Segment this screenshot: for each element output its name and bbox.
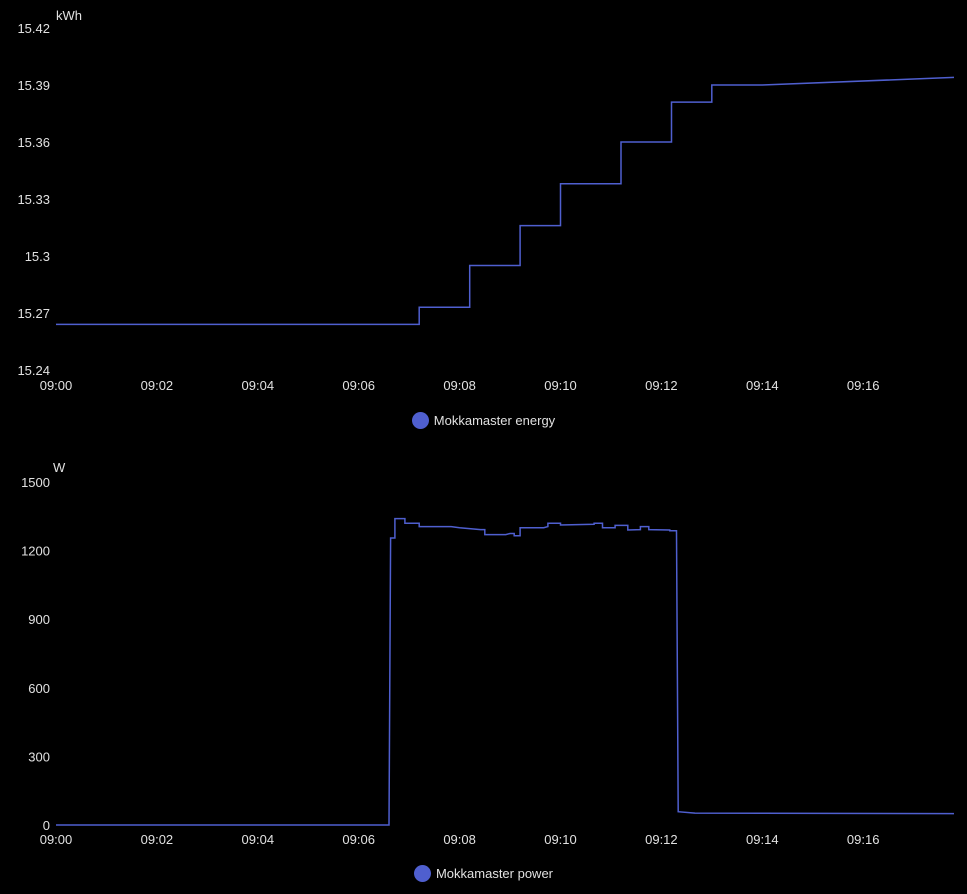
energy-y-tick-label: 15.33 [17,192,50,207]
energy-x-tick-label: 09:02 [141,378,174,393]
power-y-tick-label: 900 [28,612,50,627]
energy-legend[interactable]: Mokkamaster energy [0,412,967,429]
energy-y-tick-label: 15.36 [17,135,50,150]
power-legend-label: Mokkamaster power [435,866,554,881]
energy-legend-dot [411,412,429,429]
power-legend[interactable]: Mokkamaster power [0,865,967,882]
power-x-tick-label: 09:02 [141,832,174,847]
power-x-tick-label: 09:08 [443,832,476,847]
energy-chart: kWh 15.42 15.39 15.36 15.33 15.3 15.27 15.24 0… [17,8,955,393]
energy-x-tick-label: 09:16 [847,378,880,393]
energy-y-tick-label: 15.24 [17,363,50,378]
power-y-tick-label: 1500 [21,475,50,490]
energy-y-tick-label: 15.39 [17,78,50,93]
power-x-tick-label: 09:04 [242,832,275,847]
power-y-tick-label: 600 [28,681,50,696]
energy-y-tick-label: 15.3 [25,249,50,264]
energy-x-tick-label: 09:12 [645,378,678,393]
power-x-tick-label: 09:00 [40,832,73,847]
power-series-layer [56,517,955,826]
energy-legend-label: Mokkamaster energy [433,413,556,428]
energy-x-tick-label: 09:10 [544,378,577,393]
energy-x-tick-label: 09:00 [40,378,73,393]
energy-y-tick-label: 15.27 [17,306,50,321]
power-y-unit-label: W [53,460,66,475]
energy-y-axis: 15.42 15.39 15.36 15.33 15.3 15.27 15.24 [17,21,50,378]
power-x-tick-label: 09:06 [342,832,375,847]
power-x-tick-label: 09:14 [746,832,779,847]
power-y-axis: 1500 1200 900 600 300 0 [21,475,50,833]
energy-y-unit-label: kWh [56,8,82,23]
power-x-tick-label: 09:12 [645,832,678,847]
power-series-line [56,517,955,826]
energy-series-layer [56,76,955,326]
energy-x-tick-label: 09:04 [242,378,275,393]
power-y-tick-label: 1200 [21,544,50,559]
power-legend-dot [413,865,431,882]
energy-y-tick-label: 15.42 [17,21,50,36]
power-y-tick-label: 0 [43,818,50,833]
power-x-tick-label: 09:16 [847,832,880,847]
energy-x-axis: 09:00 09:02 09:04 09:06 09:08 09:10 09:12 09:14… [40,378,880,393]
power-x-tick-label: 09:10 [544,832,577,847]
energy-series-line [56,76,955,326]
energy-x-tick-label: 09:08 [443,378,476,393]
energy-x-tick-label: 09:14 [746,378,779,393]
energy-x-tick-label: 09:06 [342,378,375,393]
power-y-tick-label: 300 [28,749,50,764]
power-x-axis: 09:00 09:02 09:04 09:06 09:08 09:10 09:12 09:14… [40,832,880,847]
